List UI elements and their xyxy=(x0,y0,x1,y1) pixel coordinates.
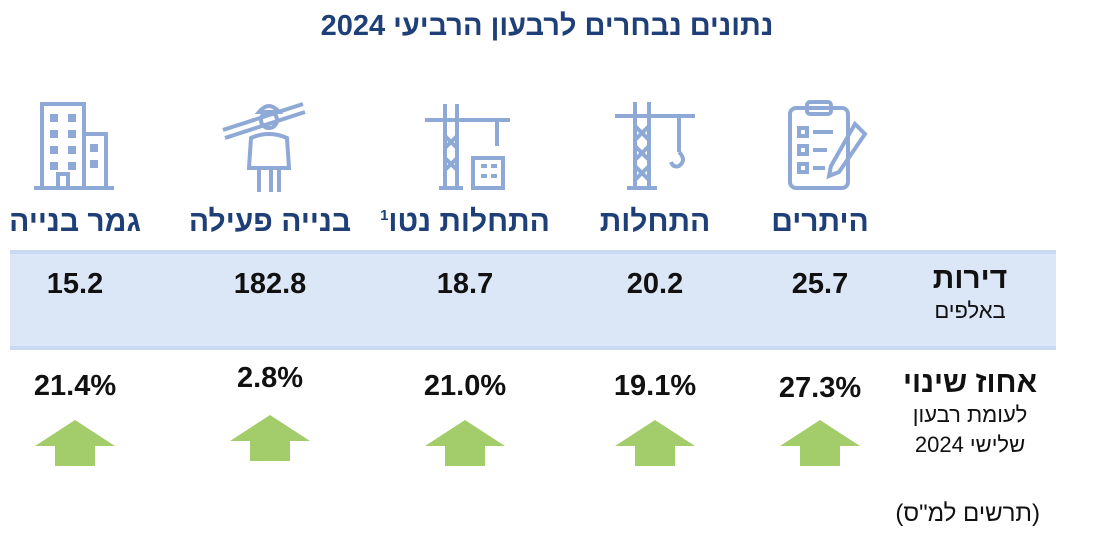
change-permits: 27.3% xyxy=(778,372,862,404)
change-net-starts: 21.0% xyxy=(423,370,507,402)
row-head-apartments: דירות באלפים xyxy=(875,262,1065,326)
up-arrow-icon xyxy=(780,420,860,466)
value-active: 182.8 xyxy=(233,268,307,300)
value-permits: 25.7 xyxy=(791,268,849,300)
col-label-active: בנייה פעילה xyxy=(188,205,352,238)
page-title: נתונים נבחרים לרבעון הרביעי 2024 xyxy=(320,10,774,42)
row-label-apartments: דירות xyxy=(932,262,1008,295)
change-active: 2.8% xyxy=(236,362,304,394)
footnote-marker: 1 xyxy=(380,207,389,224)
row-sub2-change: שלישי 2024 xyxy=(914,432,1026,457)
building-icon xyxy=(20,96,130,196)
up-arrow-icon xyxy=(35,420,115,466)
change-starts: 19.1% xyxy=(613,370,697,402)
col-label-net-starts: התחלות נטו1 xyxy=(370,205,560,239)
row-label-change: אחוז שינוי xyxy=(902,366,1038,399)
value-completions: 15.2 xyxy=(46,268,104,300)
crane-icon xyxy=(595,96,705,196)
value-net-starts: 18.7 xyxy=(436,268,494,300)
col-label-permits: היתרים xyxy=(771,205,869,238)
col-label-completions: גמר בנייה xyxy=(9,205,141,238)
clipboard-icon xyxy=(775,96,885,196)
value-starts: 20.2 xyxy=(626,268,684,300)
apartments-band xyxy=(10,250,1056,350)
up-arrow-icon xyxy=(425,420,505,466)
row-unit-apartments: באלפים xyxy=(934,298,1006,323)
change-completions: 21.4% xyxy=(33,370,117,402)
construction-worker-icon xyxy=(215,96,325,196)
row-head-change: אחוז שינוי לעומת רבעון שלישי 2024 xyxy=(875,366,1065,460)
source-note: (תרשים למ"ס) xyxy=(895,500,1040,527)
col-label-starts: התחלות xyxy=(599,205,711,238)
up-arrow-icon xyxy=(615,420,695,466)
up-arrow-icon xyxy=(230,415,310,461)
crane-building-icon xyxy=(415,96,525,196)
row-sub1-change: לעומת רבעון xyxy=(912,402,1028,427)
col-label-net-starts-text: התחלות נטו xyxy=(388,205,550,238)
